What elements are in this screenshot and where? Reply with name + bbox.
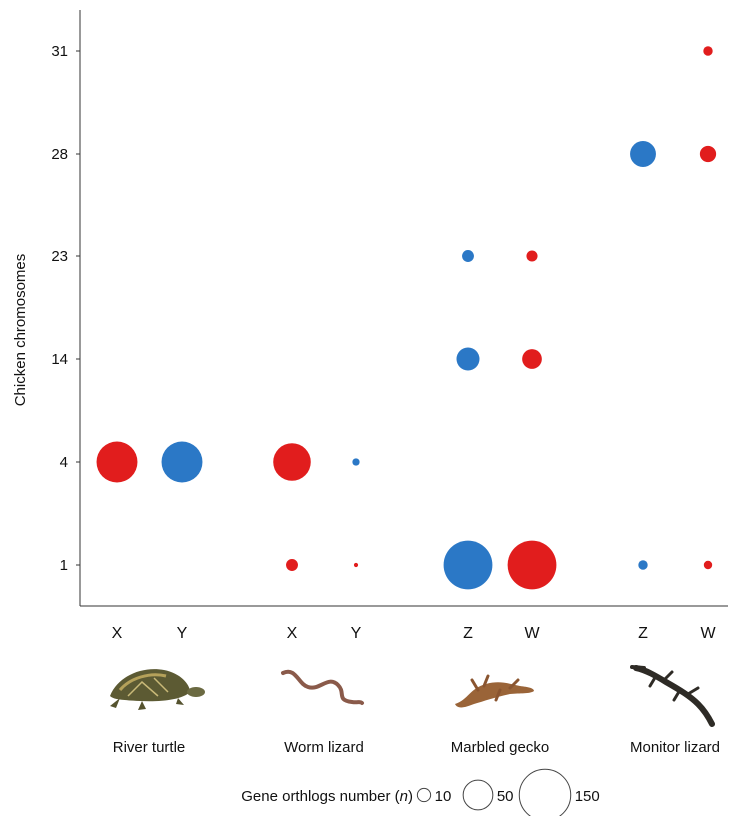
bubble-point [526, 250, 538, 262]
marbled-gecko-icon [455, 674, 534, 708]
x-tick-label: Y [177, 625, 188, 642]
river-turtle-icon [110, 669, 205, 710]
bubble-point [96, 441, 138, 483]
bubble-point [456, 347, 480, 371]
legend-size-circle [518, 768, 572, 816]
y-axis-label: Chicken chromosomes [12, 254, 29, 407]
bubble-point [161, 441, 203, 483]
species-label: Worm lizard [284, 739, 364, 756]
monitor-lizard-icon [630, 665, 715, 727]
x-tick-label: X [112, 625, 123, 642]
y-tick-label: 23 [51, 248, 68, 265]
legend-title: Gene orthlogs number (n) [241, 788, 413, 805]
species-labels: River turtle Worm lizard Marbled gecko Moni… [113, 739, 720, 756]
bubble-point [630, 141, 656, 167]
y-tick-label: 1 [60, 557, 68, 574]
y-tick-label: 14 [51, 351, 68, 368]
x-tick-label: Z [463, 625, 473, 642]
bubble-point [352, 458, 360, 466]
worm-lizard-icon [281, 669, 364, 705]
bubble-point [638, 560, 648, 570]
bubble-point [703, 560, 713, 570]
species-label: River turtle [113, 739, 186, 756]
x-tick-label: W [700, 625, 716, 642]
bubble-point [353, 562, 359, 568]
legend-size-label: 150 [575, 788, 600, 805]
x-tick-label: Y [351, 625, 362, 642]
bubble-point [522, 349, 542, 369]
bubble-point [462, 250, 474, 262]
legend-size-label: 50 [497, 788, 514, 805]
x-tick-label: X [287, 625, 298, 642]
legend-size-circle [416, 787, 432, 803]
bubble-point [703, 46, 713, 56]
legend-size-circle [462, 779, 494, 811]
bubble-point [699, 145, 717, 163]
bubble-point [273, 443, 311, 481]
y-tick-label: 31 [51, 43, 68, 60]
species-pictures [110, 665, 715, 727]
bubble-point [443, 540, 493, 590]
axes [79, 10, 728, 607]
species-label: Marbled gecko [451, 739, 549, 756]
x-tick-label: W [524, 625, 540, 642]
y-tick-label: 4 [60, 454, 68, 471]
legend-entries: 10 50 150 [416, 768, 600, 816]
bubble-point [507, 540, 557, 590]
y-tick-label: 28 [51, 146, 68, 163]
species-label: Monitor lizard [630, 739, 720, 756]
bubble-point [286, 559, 298, 571]
x-tick-label: Z [638, 625, 648, 642]
legend-size-label: 10 [435, 788, 452, 805]
legend: Gene orthlogs number (n) 10 50 150 [241, 768, 600, 816]
data-points [96, 46, 717, 590]
